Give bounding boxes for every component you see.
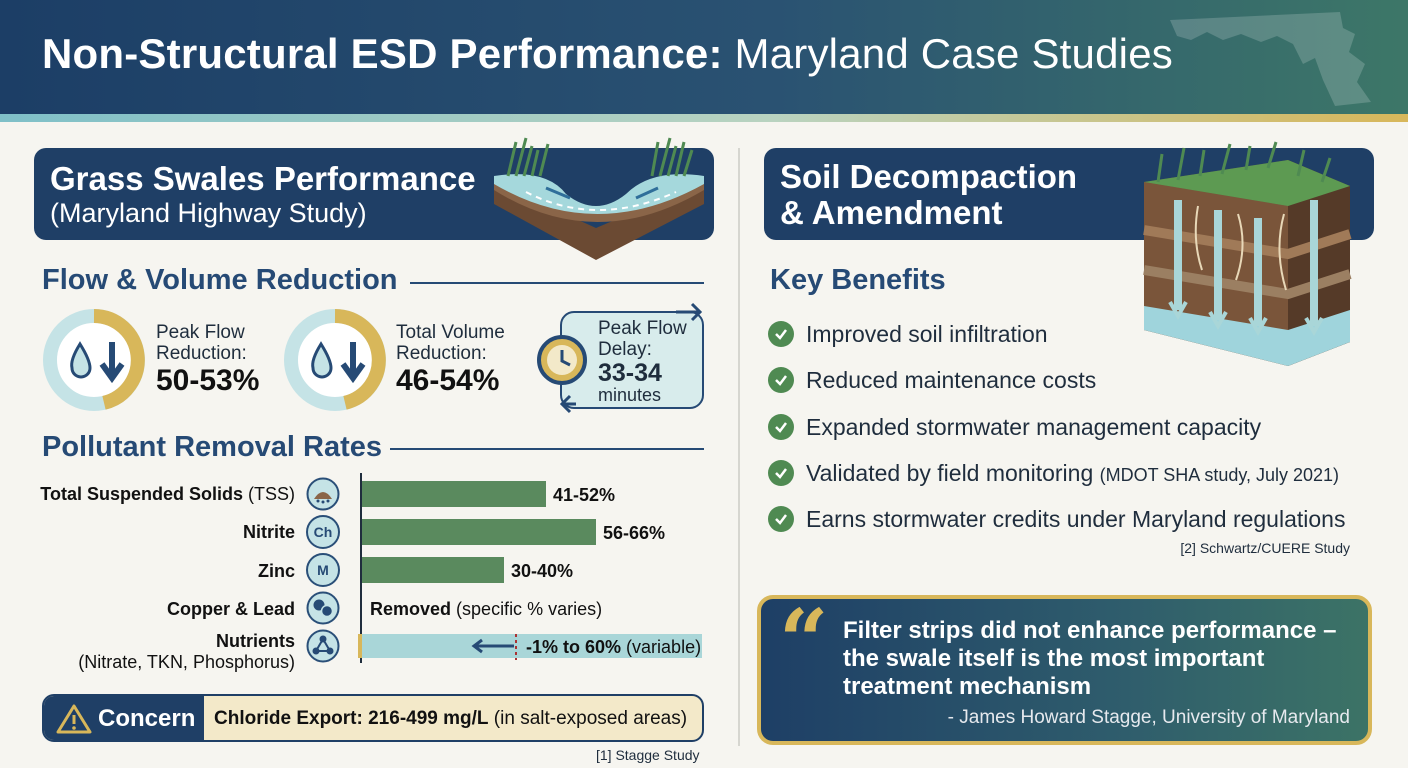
zinc-bar (362, 557, 504, 583)
page-title: Non-Structural ESD Performance: Maryland… (42, 30, 1173, 78)
volume-value: 46-54% (396, 364, 500, 397)
volume-stat: Total Volume Reduction: 46-54% (396, 322, 505, 398)
grass-swales-title: Grass Swales Performance (50, 160, 476, 197)
nutrients-range-bar (362, 634, 702, 658)
nutrients-value: -1% to 60% (526, 637, 622, 657)
peak-flow-value: 50-53% (156, 364, 260, 397)
copper-lead-label: Copper & Lead (166, 599, 295, 619)
tss-label: Total Suspended Solids (TSS) (40, 484, 295, 505)
page-title-light: Maryland Case Studies (734, 30, 1173, 77)
chart-axis (360, 473, 362, 663)
delay-value: 33-34 (598, 359, 662, 387)
peak-flow-label-2: Reduction: (156, 343, 247, 364)
pollutant-title: Pollutant Removal Rates (42, 431, 383, 463)
sediment-icon (306, 477, 340, 511)
delay-label-1: Peak Flow (598, 318, 687, 339)
nutrients-sub: (Nitrate, TKN, Phosphorus) (78, 652, 295, 672)
benefit-item: Reduced maintenance costs (768, 365, 1096, 395)
nitrite-bar (362, 519, 596, 545)
soil-title-2: & Amendment (780, 194, 1003, 231)
copper-lead-note-bold: Removed (370, 599, 452, 619)
nitrite-value: 56-66% (603, 523, 666, 543)
pollutant-rule (390, 448, 704, 450)
quote-text: Filter strips did not enhance performanc… (843, 617, 1337, 700)
benefit-text: Earns stormwater credits under Maryland … (806, 505, 1346, 532)
delay-unit: minutes (598, 385, 662, 405)
volume-ring-icon (284, 309, 386, 411)
volume-label-2: Reduction: (396, 343, 487, 364)
check-icon (768, 414, 794, 440)
key-benefits-title: Key Benefits (770, 264, 946, 296)
check-icon (768, 321, 794, 347)
chemistry-icon: Ch (306, 515, 340, 549)
quote-author: - James Howard Stagge, University of Mar… (947, 707, 1350, 728)
metal-icon: M (306, 553, 340, 587)
coins-icon (306, 591, 340, 625)
volume-label-1: Total Volume (396, 322, 505, 343)
nutrients-note-text: (variable) (626, 637, 702, 657)
benefit-item: Improved soil infiltration (768, 319, 1048, 349)
nutrients-range-arrow-icon (471, 634, 517, 660)
check-icon (768, 460, 794, 486)
flow-volume-title: Flow & Volume Reduction (42, 264, 398, 296)
benefit-text-note: (MDOT SHA study, July 2021) (1099, 464, 1340, 485)
maryland-map-icon (1170, 12, 1371, 106)
nutrients-note: -1% to 60% (variable) (526, 637, 701, 658)
peak-flow-stat: Peak Flow Reduction: 50-53% (156, 322, 259, 398)
tss-name: Total Suspended Solids (40, 484, 243, 504)
benefit-item: Validated by field monitoring (MDOT SHA … (768, 458, 1339, 488)
tss-abbr: (TSS) (248, 484, 295, 504)
nitrite-label: Nitrite (242, 522, 295, 542)
zinc-value: 30-40% (511, 561, 574, 581)
benefit-text: Reduced maintenance costs (806, 366, 1097, 393)
benefit-item: Earns stormwater credits under Maryland … (768, 504, 1345, 534)
benefit-item: Expanded stormwater management capacity (768, 412, 1261, 442)
concern-text-note: (in salt-exposed areas) (493, 708, 688, 729)
soil-profile-illustration-icon (1143, 141, 1352, 366)
benefit-text-main: Validated by field monitoring (806, 459, 1094, 486)
copper-lead-note-text: (specific % varies) (456, 599, 603, 619)
tss-bar (362, 481, 546, 507)
peak-flow-label-1: Peak Flow (156, 322, 245, 343)
molecule-icon (306, 629, 340, 663)
quote-mark-icon: “ (779, 595, 829, 692)
concern-text: Chloride Export: 216-499 mg/L (in salt-e… (214, 708, 687, 730)
nutrients-negative-bar (358, 634, 362, 658)
page-title-bold: Non-Structural ESD Performance: (42, 30, 723, 77)
quote-box: “ Filter strips did not enhance performa… (757, 595, 1372, 745)
grass-swales-banner: Grass Swales Performance (Maryland Highw… (34, 148, 714, 240)
soil-title-1: Soil Decompaction (780, 158, 1078, 195)
stagge-citation: [1] Stagge Study (596, 747, 700, 763)
nutrients-label: Nutrients (215, 631, 295, 651)
zinc-label: Zinc (257, 561, 295, 581)
copper-lead-note: Removed (specific % varies) (370, 599, 602, 620)
grass-swales-subtitle: (Maryland Highway Study) (50, 198, 367, 228)
concern-box: Concern Chloride Export: 216-499 mg/L (i… (42, 694, 704, 742)
peak-flow-delay-stat: Peak Flow Delay: 33-34 minutes (598, 318, 687, 404)
peak-flow-ring-icon (43, 309, 145, 411)
grass-swale-illustration-icon (494, 137, 704, 260)
delay-box (560, 311, 704, 409)
concern-label: Concern (98, 705, 196, 732)
check-icon (768, 506, 794, 532)
schwartz-citation: [2] Schwartz/CUERE Study (1180, 540, 1350, 556)
check-icon (768, 367, 794, 393)
benefit-text: Expanded stormwater management capacity (806, 413, 1262, 440)
column-divider (738, 148, 740, 746)
header-stripe (0, 114, 1408, 122)
benefit-text: Validated by field monitoring (MDOT SHA … (806, 460, 1339, 487)
concern-text-bold: Chloride Export: 216-499 mg/L (214, 708, 489, 729)
header-banner (0, 0, 1408, 114)
tss-value: 41-52% (553, 485, 616, 505)
flow-volume-rule (410, 282, 704, 284)
delay-clock-icon (537, 302, 703, 414)
delay-label-2: Delay: (598, 339, 652, 360)
benefit-text: Improved soil infiltration (806, 320, 1048, 347)
warning-icon (56, 704, 92, 734)
